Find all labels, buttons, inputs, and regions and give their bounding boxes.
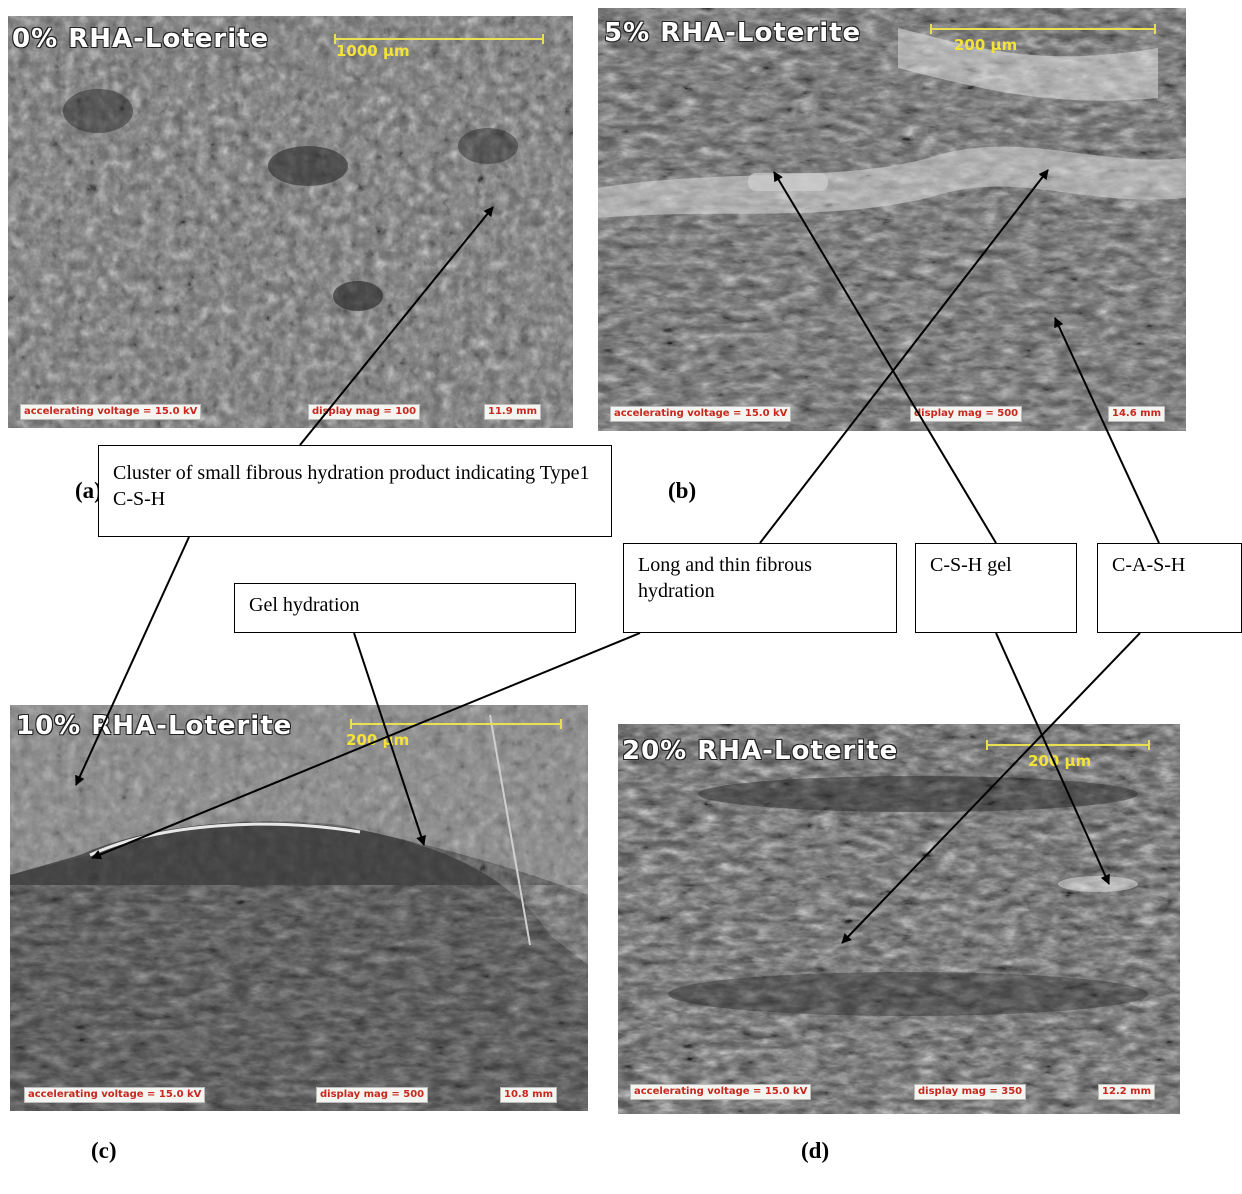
- arrow-cluster-to-a: [299, 206, 494, 446]
- panel-label-d: (d): [801, 1138, 830, 1163]
- voltage-label: accelerating voltage = 15.0 kV: [20, 404, 202, 420]
- scale-bar: [930, 24, 1156, 34]
- arrow-long-thin-to-b: [759, 169, 1049, 544]
- arrow-cash-to-d: [841, 632, 1141, 944]
- scale-bar: [334, 34, 544, 44]
- arrow-csh-gel-to-d: [995, 632, 1110, 885]
- panel-title: 5% RHA-Loterite: [604, 18, 862, 48]
- scale-bar: [350, 719, 562, 729]
- arrow-long-thin-to-c: [91, 632, 641, 860]
- scale-label: 200 μm: [1028, 752, 1092, 770]
- distance-label: 11.9 mm: [484, 404, 541, 420]
- callout-long-thin-fibrous: Long and thin fibrous hydration: [623, 543, 897, 633]
- voltage-label: accelerating voltage = 15.0 kV: [24, 1087, 206, 1103]
- panel-title: 10% RHA-Loterite: [16, 711, 293, 741]
- mag-label: display mag = 500: [910, 406, 1023, 422]
- sem-texture-b: [598, 8, 1186, 431]
- arrow-csh-gel-to-b: [773, 171, 997, 544]
- panel-title: 20% RHA-Loterite: [622, 736, 899, 766]
- panel-label-c: (c): [91, 1138, 117, 1163]
- mag-label: display mag = 350: [914, 1084, 1027, 1100]
- arrow-gel-hydration-to-c: [353, 632, 426, 846]
- mag-label: display mag = 500: [316, 1087, 429, 1103]
- panel-title: 0% RHA-Loterite: [12, 24, 270, 54]
- voltage-label: accelerating voltage = 15.0 kV: [630, 1084, 812, 1100]
- sem-image-b: 5% RHA-Loterite 200 μm accelerating volt…: [598, 8, 1186, 431]
- scale-label: 200 μm: [954, 36, 1018, 54]
- scale-label: 1000 μm: [336, 42, 410, 60]
- voltage-label: accelerating voltage = 15.0 kV: [610, 406, 792, 422]
- sem-texture-a: [8, 16, 573, 428]
- callout-csh-gel: C-S-H gel: [915, 543, 1077, 633]
- arrow-cash-to-b: [1054, 317, 1160, 544]
- sem-texture-d: [618, 724, 1180, 1114]
- distance-label: 12.2 mm: [1098, 1084, 1155, 1100]
- sem-image-a: 0% RHA-Loterite 1000 μm accelerating vol…: [8, 16, 573, 428]
- distance-label: 10.8 mm: [500, 1087, 557, 1103]
- panel-label-b: (b): [668, 478, 697, 503]
- panel-label-a: (a): [75, 478, 102, 503]
- mag-label: display mag = 100: [308, 404, 421, 420]
- scale-bar: [986, 740, 1150, 750]
- callout-cluster-type1-csh: Cluster of small fibrous hydration produ…: [98, 445, 612, 537]
- distance-label: 14.6 mm: [1108, 406, 1165, 422]
- callout-cash: C-A-S-H: [1097, 543, 1242, 633]
- callout-gel-hydration: Gel hydration: [234, 583, 576, 633]
- sem-image-d: 20% RHA-Loterite 200 μm accelerating vol…: [618, 724, 1180, 1114]
- arrow-cluster-to-c: [75, 536, 190, 786]
